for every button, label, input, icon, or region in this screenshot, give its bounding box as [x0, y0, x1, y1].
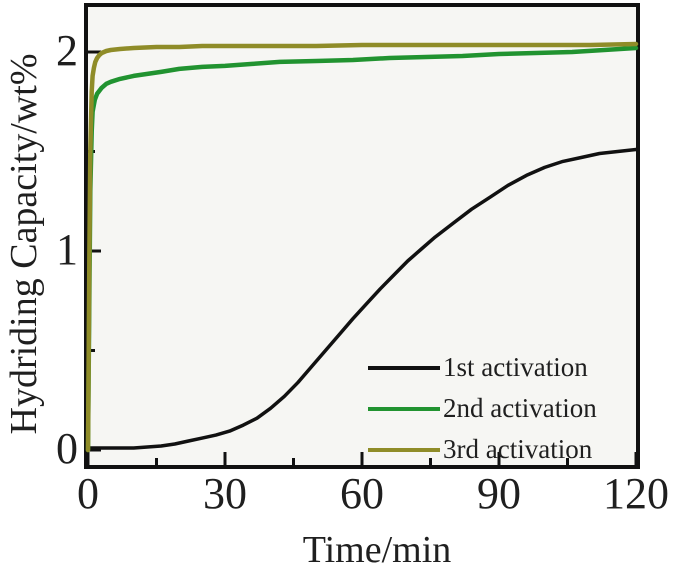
- legend-line-swatch-1st: [368, 365, 440, 370]
- legend-label-1st: 1st activation: [443, 352, 588, 382]
- x-tick-label-90: 90: [477, 469, 521, 518]
- legend: 1st activation 2nd activation 3rd activa…: [368, 347, 597, 470]
- legend-item-3rd-activation: 3rd activation: [368, 429, 597, 470]
- x-tick-label-60: 60: [340, 469, 384, 518]
- x-tick-label-0: 0: [77, 469, 99, 518]
- legend-item-2nd-activation: 2nd activation: [368, 388, 597, 429]
- y-tick-label-2: 2: [56, 26, 78, 75]
- y-tick-label-1: 1: [56, 225, 78, 274]
- legend-label-3rd: 3rd activation: [443, 434, 593, 464]
- x-tick-label-30: 30: [203, 469, 247, 518]
- legend-line-swatch-3rd: [368, 447, 440, 452]
- series-line-1st-activation: [86, 147, 638, 450]
- x-tick-label-120: 120: [603, 469, 669, 518]
- x-axis-label: Time/min: [302, 529, 452, 571]
- legend-label-2nd: 2nd activation: [443, 393, 597, 423]
- y-tick-label-0: 0: [56, 424, 78, 473]
- series-line-3rd-activation: [85, 41, 639, 453]
- legend-item-1st-activation: 1st activation: [368, 347, 597, 388]
- series-line-2nd-activation: [85, 45, 639, 453]
- legend-line-swatch-2nd: [368, 406, 440, 411]
- plot-area: [88, 7, 636, 465]
